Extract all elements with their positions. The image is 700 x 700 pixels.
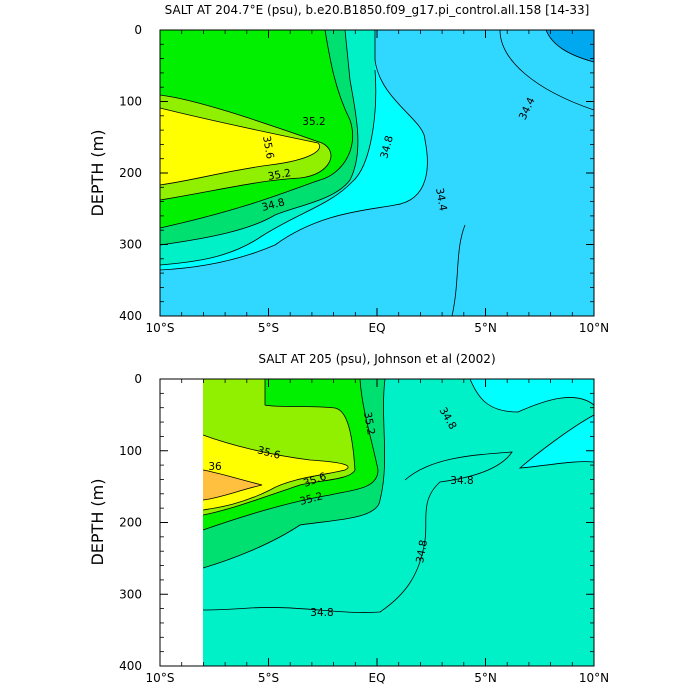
- top-y-tick-label: 400: [119, 309, 142, 323]
- top-contour-label: 35.6: [260, 135, 276, 160]
- bottom-contour-label: 34.8: [414, 539, 430, 564]
- bottom-fill-34.6a: [470, 379, 594, 412]
- bottom-contour-label: 35.2: [361, 411, 377, 436]
- bottom-y-tick-label: 300: [119, 587, 142, 601]
- bottom-contour-fill: [203, 379, 594, 666]
- bottom-y-tick-label: 100: [119, 444, 142, 458]
- bottom-fill-36: [203, 470, 262, 500]
- bottom-ticks: 10°S 5°S EQ 5°N 10°N 0 100 200 300 400: [119, 372, 609, 685]
- top-y-tick-label: 100: [119, 95, 142, 109]
- top-panel: SALT AT 204.7°E (psu), b.e20.B1850.f09_g…: [88, 3, 609, 335]
- top-x-tick-label: 5°N: [474, 321, 497, 335]
- top-contour-label: 35.2: [302, 116, 325, 128]
- bottom-y-axis-label: DEPTH (m): [88, 478, 107, 565]
- bottom-y-tick-label: 400: [119, 659, 142, 673]
- bottom-panel: SALT AT 205 (psu), Johnson et al (2002) …: [88, 352, 609, 685]
- top-y-tick-label: 200: [119, 166, 142, 180]
- bottom-contour-label: 34.8: [450, 475, 473, 487]
- bottom-contour-label: 36: [208, 461, 222, 473]
- top-contour-label: 34.8: [378, 134, 396, 160]
- top-contour-label: 35.2: [267, 167, 292, 183]
- top-title: SALT AT 204.7°E (psu), b.e20.B1850.f09_g…: [165, 3, 590, 17]
- top-x-tick-label: 10°N: [579, 321, 609, 335]
- top-x-tick-label: 5°S: [258, 321, 279, 335]
- top-fill-34.2: [546, 30, 594, 62]
- top-contour-fill: [160, 30, 594, 316]
- bottom-title: SALT AT 205 (psu), Johnson et al (2002): [258, 352, 495, 366]
- top-x-tick-label: 10°S: [146, 321, 175, 335]
- bottom-contour-label: 35.2: [298, 490, 324, 508]
- bottom-fill-34.6b: [520, 415, 594, 468]
- bottom-x-tick-label: 5°N: [474, 671, 497, 685]
- top-x-tick-label: EQ: [368, 321, 385, 335]
- top-fill-34.4: [160, 30, 594, 316]
- bottom-x-tick-label: EQ: [368, 671, 385, 685]
- bottom-contour-label: 34.8: [310, 607, 333, 619]
- bottom-contour-lines: [202, 379, 594, 613]
- bottom-x-tick-label: 10°S: [146, 671, 175, 685]
- bottom-y-tick-label: 0: [134, 372, 142, 386]
- top-contour-label: 34.4: [433, 187, 449, 212]
- bottom-x-tick-label: 10°N: [579, 671, 609, 685]
- bottom-y-tick-label: 200: [119, 516, 142, 530]
- top-y-axis-label: DEPTH (m): [88, 129, 107, 216]
- top-ticks: 10°S 5°S EQ 5°N 10°N 0 100 200 300 400: [119, 23, 609, 335]
- top-fill-35.6: [160, 108, 320, 185]
- bottom-x-tick-label: 5°S: [258, 671, 279, 685]
- top-contour-label: 34.8: [260, 196, 286, 214]
- top-y-tick-label: 0: [134, 23, 142, 37]
- top-contour-lines: [160, 30, 594, 316]
- top-y-tick-label: 300: [119, 238, 142, 252]
- bottom-contour-label: 35.6: [256, 444, 282, 462]
